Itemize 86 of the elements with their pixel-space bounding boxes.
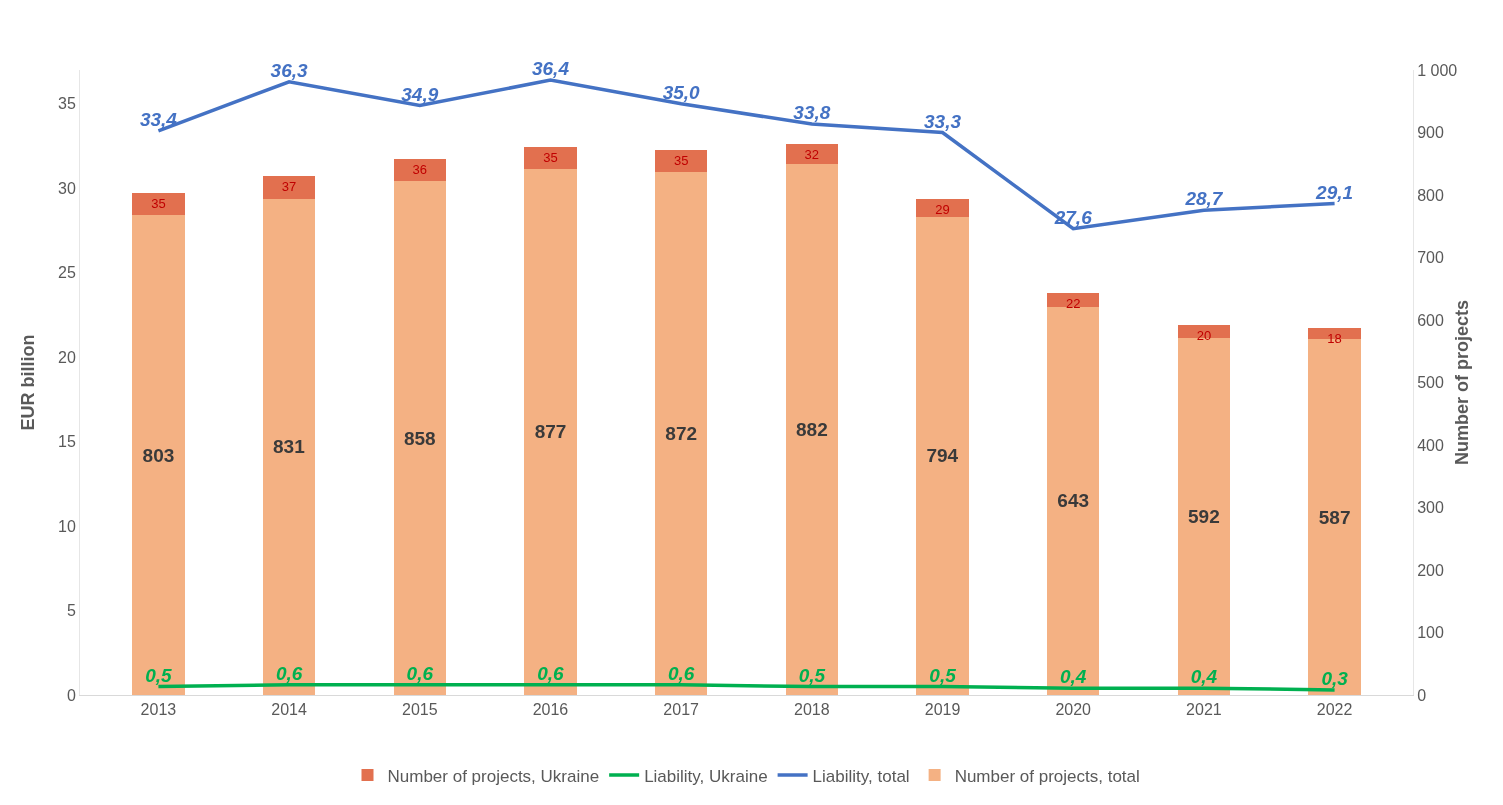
bar [132, 215, 185, 695]
total-label: 592 [1188, 505, 1220, 527]
y-tick-label: 35 [58, 95, 76, 113]
data-label: 32 [804, 146, 820, 162]
bar [1047, 306, 1100, 695]
y2-tick-label: 200 [1417, 561, 1444, 579]
data-label: 28,7 [1184, 188, 1224, 210]
data-label: 0,4 [1190, 666, 1218, 688]
y-tick-label: 20 [58, 348, 76, 366]
data-label: 0,4 [1060, 666, 1087, 688]
y-tick-label: 30 [58, 179, 76, 197]
data-label: 0,5 [145, 664, 173, 686]
x-tick-label: 2019 [924, 701, 961, 719]
total-label: 803 [142, 444, 175, 466]
total-label: 643 [1057, 490, 1090, 512]
y2-tick-label: 0 [1417, 686, 1427, 704]
data-label: 0,5 [929, 664, 957, 686]
data-label: 0,6 [537, 663, 565, 685]
y2-tick-label: 100 [1417, 624, 1444, 642]
y2-tick-label: 1 000 [1417, 61, 1458, 79]
bar [916, 198, 969, 217]
data-label: 0,6 [406, 663, 434, 685]
total-label: 872 [665, 422, 698, 444]
data-label: 18 [1327, 331, 1342, 347]
bar [524, 168, 577, 695]
bar [785, 163, 838, 695]
total-label: 794 [926, 445, 959, 467]
y-tick-label: 0 [66, 686, 76, 704]
data-label: 33,3 [924, 110, 962, 132]
y2-tick-label: 500 [1417, 374, 1444, 392]
y2-tick-label: 400 [1417, 436, 1444, 454]
data-label: 33,4 [139, 109, 178, 131]
bar [262, 175, 316, 199]
x-tick-label: 2014 [271, 701, 307, 719]
data-label: 0,3 [1321, 668, 1349, 690]
data-label: 34,9 [401, 83, 439, 105]
bar [132, 193, 185, 215]
x-tick-label: 2015 [401, 701, 438, 719]
y-tick-label: 25 [58, 264, 76, 282]
data-label: 35 [151, 196, 166, 212]
x-tick-label: 2018 [794, 701, 830, 719]
x-tick-label: 2021 [1186, 701, 1222, 719]
bar [655, 150, 708, 172]
y-tick-label: 15 [58, 433, 76, 451]
data-label: 36 [412, 161, 428, 177]
total-label: 882 [795, 418, 828, 440]
data-label: 35,0 [662, 82, 701, 104]
data-label: 0,5 [798, 664, 826, 686]
bar [393, 181, 446, 695]
bar [262, 198, 316, 695]
y2-axis-title: Number of projects [1452, 299, 1472, 466]
data-label: 33,8 [793, 102, 831, 124]
x-tick-label: 2022 [1316, 701, 1353, 719]
data-label: 36,3 [270, 60, 309, 82]
data-label: 35 [673, 153, 689, 168]
x-tick-label: 2017 [663, 701, 700, 719]
y-axis-title: EUR billion [18, 334, 38, 431]
bar [785, 143, 838, 164]
y2-tick-label: 900 [1417, 124, 1444, 142]
x-tick-label: 2013 [140, 701, 177, 719]
data-label: 36,4 [531, 58, 570, 80]
total-label: 831 [273, 436, 306, 458]
data-label: 0,6 [667, 663, 695, 685]
bar [655, 171, 708, 695]
data-label: 29 [935, 201, 950, 217]
y2-tick-label: 600 [1417, 311, 1444, 329]
total-label: 587 [1318, 506, 1351, 528]
x-tick-label: 2020 [1055, 701, 1092, 719]
y2-tick-label: 700 [1417, 249, 1444, 267]
data-label: 35 [543, 149, 558, 165]
legend-label: Liability, Ukraine [644, 766, 768, 786]
data-label: 29,1 [1315, 181, 1354, 203]
legend-label: Liability, total [812, 766, 910, 786]
y2-tick-label: 300 [1417, 499, 1444, 517]
bar [916, 216, 969, 695]
total-label: 877 [534, 421, 567, 443]
data-label: 37 [281, 178, 297, 194]
legend-label: Number of projects, total [954, 766, 1140, 786]
bar [524, 146, 577, 169]
y-tick-label: 10 [58, 517, 76, 535]
total-label: 858 [403, 427, 436, 449]
x-tick-label: 2016 [532, 701, 569, 719]
y2-tick-label: 800 [1417, 186, 1444, 204]
legend-label: Number of projects, Ukraine [387, 766, 600, 786]
data-label: 0,6 [275, 663, 303, 685]
y-tick-label: 5 [66, 602, 76, 620]
